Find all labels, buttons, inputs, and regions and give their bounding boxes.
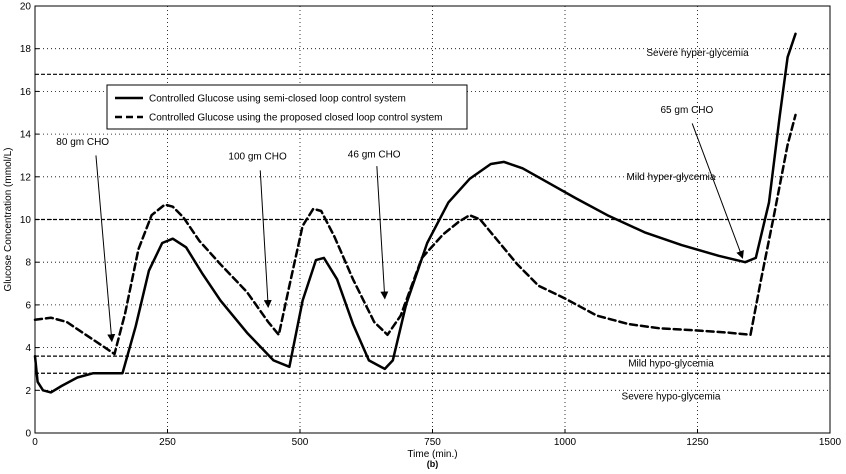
figure-caption: (b) [427,459,439,469]
axis-ticks: 0 250 500 750 1000 1250 1500 0 2 4 6 8 10 12 14 16 18 20 [20,2,842,449]
annotation-label-0: 80 gm CHO [56,137,109,148]
y-tick-label-0: 0 [25,429,31,440]
series-line-0 [33,32,797,394]
series-lines [33,32,797,394]
annotation-label-2: 46 gm CHO [348,150,401,161]
y-tick-label-12: 12 [20,172,32,183]
y-axis-label: Glucose Concentration (mmol/L) [3,148,14,292]
y-tick-label-14: 14 [20,130,32,141]
annotations: 80 gm CHO 100 gm CHO 46 gm CHO 65 gm CHO [56,105,744,343]
threshold-label-0: Severe hyper-glycemia [646,48,749,59]
y-tick-label-18: 18 [20,44,32,55]
y-tick-label-8: 8 [25,258,31,269]
y-tick-label-2: 2 [25,386,31,397]
y-tick-label-16: 16 [20,87,32,98]
legend-label-proposed: Controlled Glucose using the proposed cl… [149,113,443,124]
y-tick-label-10: 10 [20,215,32,226]
annotation-label-3: 65 gm CHO [661,105,714,116]
annotation-label-1: 100 gm CHO [228,152,287,163]
x-tick-label-0: 0 [32,437,38,448]
series-line-1 [33,113,797,356]
x-tick-label-500: 500 [292,437,309,448]
x-tick-label-750: 750 [424,437,441,448]
legend-box [106,84,468,130]
x-tick-label-1000: 1000 [554,437,577,448]
annotation-arrow-1 [259,170,272,309]
annotation-arrow-0 [95,155,116,343]
y-tick-label-4: 4 [25,343,31,354]
y-tick-label-6: 6 [25,300,31,311]
legend: Controlled Glucose using semi-closed loo… [106,84,468,130]
annotation-arrow-3 [691,123,744,259]
threshold-label-2: Mild hypo-glycemia [628,359,714,370]
x-tick-label-1250: 1250 [686,437,709,448]
x-tick-label-250: 250 [159,437,176,448]
threshold-label-1: Mild hyper-glycemia [627,172,716,183]
threshold-label-3: Severe hypo-glycemia [622,392,721,403]
threshold-lines: Severe hyper-glycemia Mild hyper-glycemia… [35,48,830,403]
y-tick-label-20: 20 [20,2,32,13]
legend-label-semi-closed: Controlled Glucose using semi-closed loo… [149,94,406,105]
annotation-arrow-2 [376,166,389,300]
x-tick-label-1500: 1500 [819,437,842,448]
x-axis-label: Time (min.) [407,449,457,460]
